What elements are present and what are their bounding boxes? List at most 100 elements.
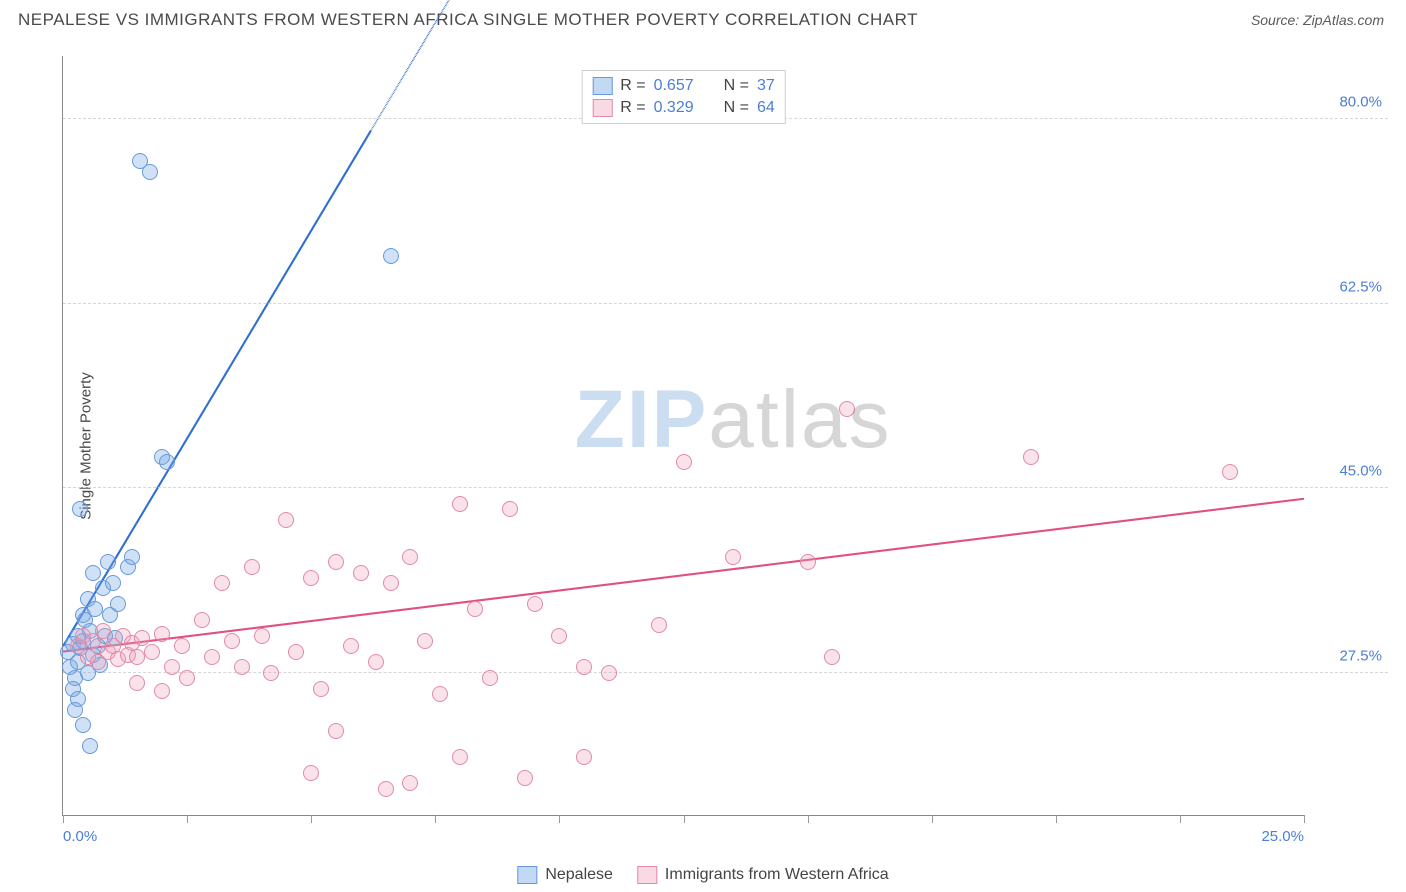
scatter-point xyxy=(402,775,418,791)
scatter-point xyxy=(432,686,448,702)
scatter-point xyxy=(263,665,279,681)
scatter-point xyxy=(800,554,816,570)
scatter-point xyxy=(142,164,158,180)
scatter-point xyxy=(517,770,533,786)
scatter-point xyxy=(214,575,230,591)
scatter-point xyxy=(1023,449,1039,465)
scatter-point xyxy=(244,559,260,575)
x-tick xyxy=(311,815,312,823)
n-label: N = xyxy=(724,99,749,117)
n-label: N = xyxy=(724,77,749,95)
swatch-icon xyxy=(592,99,612,117)
scatter-point xyxy=(179,670,195,686)
scatter-point xyxy=(174,638,190,654)
chart-header: NEPALESE VS IMMIGRANTS FROM WESTERN AFRI… xyxy=(0,0,1406,36)
r-label: R = xyxy=(620,99,645,117)
scatter-point xyxy=(95,623,111,639)
scatter-point xyxy=(313,681,329,697)
scatter-point xyxy=(383,248,399,264)
source-name: ZipAtlas.com xyxy=(1303,12,1384,28)
legend-item-nepalese: Nepalese xyxy=(517,866,613,884)
swatch-icon xyxy=(517,866,537,884)
scatter-point xyxy=(839,401,855,417)
scatter-point xyxy=(67,702,83,718)
scatter-point xyxy=(75,717,91,733)
gridline xyxy=(63,303,1388,304)
scatter-point xyxy=(144,644,160,660)
y-tick-label: 62.5% xyxy=(1339,278,1382,295)
stats-row-nepalese: R = 0.657 N = 37 xyxy=(592,75,775,97)
scatter-point xyxy=(576,659,592,675)
scatter-point xyxy=(100,554,116,570)
y-tick-label: 80.0% xyxy=(1339,94,1382,111)
gridline xyxy=(63,672,1388,673)
scatter-point xyxy=(527,596,543,612)
x-tick-label: 25.0% xyxy=(1261,828,1304,845)
scatter-point xyxy=(82,738,98,754)
scatter-point xyxy=(154,626,170,642)
swatch-icon xyxy=(637,866,657,884)
x-tick xyxy=(684,815,685,823)
r-value: 0.329 xyxy=(654,99,694,117)
legend-label: Immigrants from Western Africa xyxy=(665,866,889,884)
chart-container: Single Mother Poverty ZIPatlas R = 0.657… xyxy=(18,42,1388,850)
scatter-point xyxy=(254,628,270,644)
x-tick xyxy=(1180,815,1181,823)
scatter-point xyxy=(651,617,667,633)
scatter-point xyxy=(87,601,103,617)
r-value: 0.657 xyxy=(654,77,694,95)
scatter-point xyxy=(328,723,344,739)
scatter-point xyxy=(482,670,498,686)
scatter-point xyxy=(353,565,369,581)
scatter-point xyxy=(502,501,518,517)
x-tick xyxy=(1304,815,1305,823)
scatter-point xyxy=(601,665,617,681)
trend-lines xyxy=(63,56,1304,815)
source-prefix: Source: xyxy=(1251,12,1303,28)
scatter-point xyxy=(129,649,145,665)
stats-legend-box: R = 0.657 N = 37 R = 0.329 N = 64 xyxy=(581,70,786,124)
scatter-point xyxy=(105,575,121,591)
scatter-point xyxy=(234,659,250,675)
scatter-point xyxy=(204,649,220,665)
scatter-point xyxy=(72,501,88,517)
scatter-point xyxy=(224,633,240,649)
scatter-point xyxy=(383,575,399,591)
scatter-point xyxy=(576,749,592,765)
y-tick-label: 27.5% xyxy=(1339,647,1382,664)
scatter-point xyxy=(551,628,567,644)
x-tick xyxy=(63,815,64,823)
x-tick-label: 0.0% xyxy=(63,828,97,845)
gridline xyxy=(63,487,1388,488)
x-tick xyxy=(808,815,809,823)
scatter-point xyxy=(159,454,175,470)
legend-label: Nepalese xyxy=(545,866,613,884)
scatter-point xyxy=(303,570,319,586)
scatter-point xyxy=(417,633,433,649)
scatter-point xyxy=(85,565,101,581)
scatter-point xyxy=(154,683,170,699)
swatch-icon xyxy=(592,77,612,95)
series-legend: Nepalese Immigrants from Western Africa xyxy=(517,866,888,884)
scatter-point xyxy=(725,549,741,565)
chart-source: Source: ZipAtlas.com xyxy=(1251,12,1384,28)
chart-title: NEPALESE VS IMMIGRANTS FROM WESTERN AFRI… xyxy=(18,10,918,30)
x-tick xyxy=(1056,815,1057,823)
scatter-point xyxy=(110,596,126,612)
scatter-point xyxy=(164,659,180,675)
scatter-point xyxy=(467,601,483,617)
x-tick xyxy=(435,815,436,823)
r-label: R = xyxy=(620,77,645,95)
scatter-point xyxy=(194,612,210,628)
scatter-point xyxy=(402,549,418,565)
scatter-point xyxy=(278,512,294,528)
scatter-point xyxy=(288,644,304,660)
scatter-point xyxy=(343,638,359,654)
scatter-point xyxy=(824,649,840,665)
scatter-point xyxy=(303,765,319,781)
scatter-point xyxy=(368,654,384,670)
x-tick xyxy=(559,815,560,823)
scatter-point xyxy=(452,749,468,765)
n-value: 64 xyxy=(757,99,775,117)
legend-item-immigrants: Immigrants from Western Africa xyxy=(637,866,889,884)
